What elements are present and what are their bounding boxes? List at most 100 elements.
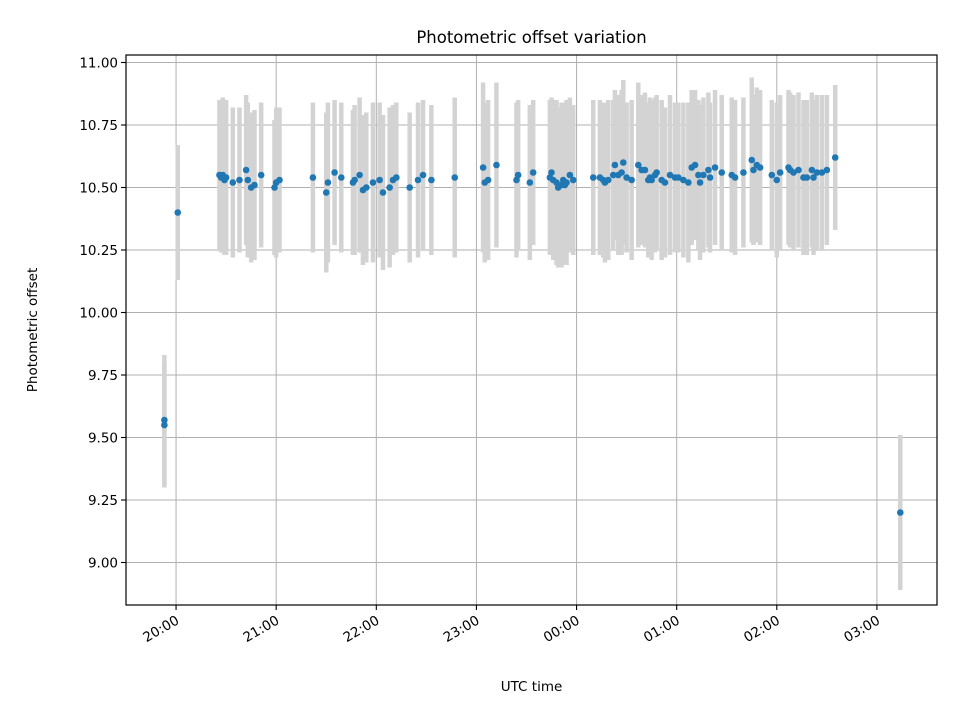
y-tick-label: 10.25: [79, 243, 118, 259]
data-point: [696, 179, 704, 186]
data-point: [773, 176, 781, 184]
data-point: [795, 166, 802, 174]
data-point: [566, 171, 574, 179]
data-points: [161, 154, 904, 516]
plot-frame: [125, 54, 938, 606]
data-point: [174, 209, 182, 216]
y-tick-label: 9.00: [88, 556, 118, 572]
y-tick-label: 10.50: [79, 181, 118, 197]
data-point: [823, 166, 831, 174]
data-point: [309, 174, 317, 181]
data-point: [376, 176, 383, 184]
data-point: [251, 181, 258, 189]
data-point: [776, 169, 784, 176]
data-point: [553, 179, 560, 186]
data-point: [705, 166, 712, 174]
data-point: [257, 171, 265, 179]
y-tick-label: 11.00: [79, 56, 118, 72]
data-point: [428, 176, 435, 184]
data-point: [604, 176, 612, 184]
data-point: [768, 171, 776, 179]
data-point: [808, 166, 816, 174]
data-point: [803, 174, 811, 181]
data-point: [276, 176, 283, 184]
data-point: [484, 176, 492, 184]
data-point: [648, 176, 655, 184]
data-point: [393, 174, 400, 181]
data-point: [718, 169, 726, 176]
data-point: [731, 174, 739, 181]
data-point: [526, 179, 534, 186]
data-point: [222, 174, 230, 181]
data-point: [691, 161, 699, 169]
y-tick-label: 9.75: [88, 368, 118, 384]
data-point: [609, 171, 617, 179]
data-point: [618, 169, 625, 176]
data-point: [611, 161, 619, 169]
data-point: [451, 174, 459, 181]
data-point: [569, 176, 577, 184]
data-point: [229, 179, 237, 186]
data-point: [641, 166, 649, 174]
y-axis-ticks: 9.00 9.25 9.50 9.75 10.00 10.25 10.50 10.75 11.0…: [79, 56, 126, 572]
data-point: [634, 161, 642, 169]
y-tick-label: 10.75: [79, 118, 118, 134]
data-point: [414, 176, 422, 184]
data-point: [548, 169, 555, 176]
data-point: [514, 171, 522, 179]
data-point: [628, 176, 635, 184]
data-point: [685, 179, 692, 186]
data-point: [790, 169, 797, 176]
data-point: [324, 179, 332, 186]
y-tick-label: 9.50: [88, 431, 118, 447]
data-point: [653, 169, 660, 176]
data-point: [756, 164, 764, 171]
x-axis-label: UTC time: [501, 679, 563, 695]
data-point: [623, 174, 630, 181]
data-point: [419, 171, 427, 179]
data-point: [356, 171, 363, 179]
data-point: [700, 171, 707, 179]
data-point: [161, 416, 168, 424]
data-point: [242, 166, 250, 174]
data-point: [493, 161, 500, 169]
data-point: [161, 421, 168, 429]
data-point: [563, 179, 570, 186]
data-point: [337, 174, 345, 181]
data-point: [711, 164, 719, 171]
data-point: [675, 174, 682, 181]
data-point: [369, 179, 377, 186]
y-axis-label: Photometric offset: [25, 268, 41, 392]
data-point: [831, 154, 839, 161]
data-point: [740, 169, 747, 176]
data-point: [748, 156, 756, 164]
data-point: [236, 176, 243, 184]
data-point: [362, 184, 370, 191]
data-point: [386, 184, 393, 191]
data-point: [351, 176, 358, 184]
data-point: [666, 171, 674, 179]
data-point: [513, 176, 520, 184]
data-point: [589, 174, 597, 181]
data-point: [619, 159, 627, 166]
data-point: [813, 169, 821, 176]
data-point: [322, 189, 330, 196]
data-point: [244, 176, 252, 184]
data-point: [661, 179, 669, 186]
chart-title: Photometric offset variation: [416, 28, 646, 47]
data-point: [818, 169, 826, 176]
data-point: [706, 174, 714, 181]
data-point: [750, 166, 757, 174]
data-point: [271, 184, 278, 191]
y-tick-label: 10.00: [79, 306, 118, 322]
data-point: [695, 171, 702, 179]
data-point: [529, 169, 537, 176]
data-point: [810, 174, 817, 181]
data-point: [680, 176, 687, 184]
y-tick-label: 9.25: [88, 493, 118, 509]
data-point: [406, 184, 413, 191]
data-point: [896, 509, 904, 516]
data-point: [379, 189, 387, 196]
data-point: [331, 169, 338, 176]
